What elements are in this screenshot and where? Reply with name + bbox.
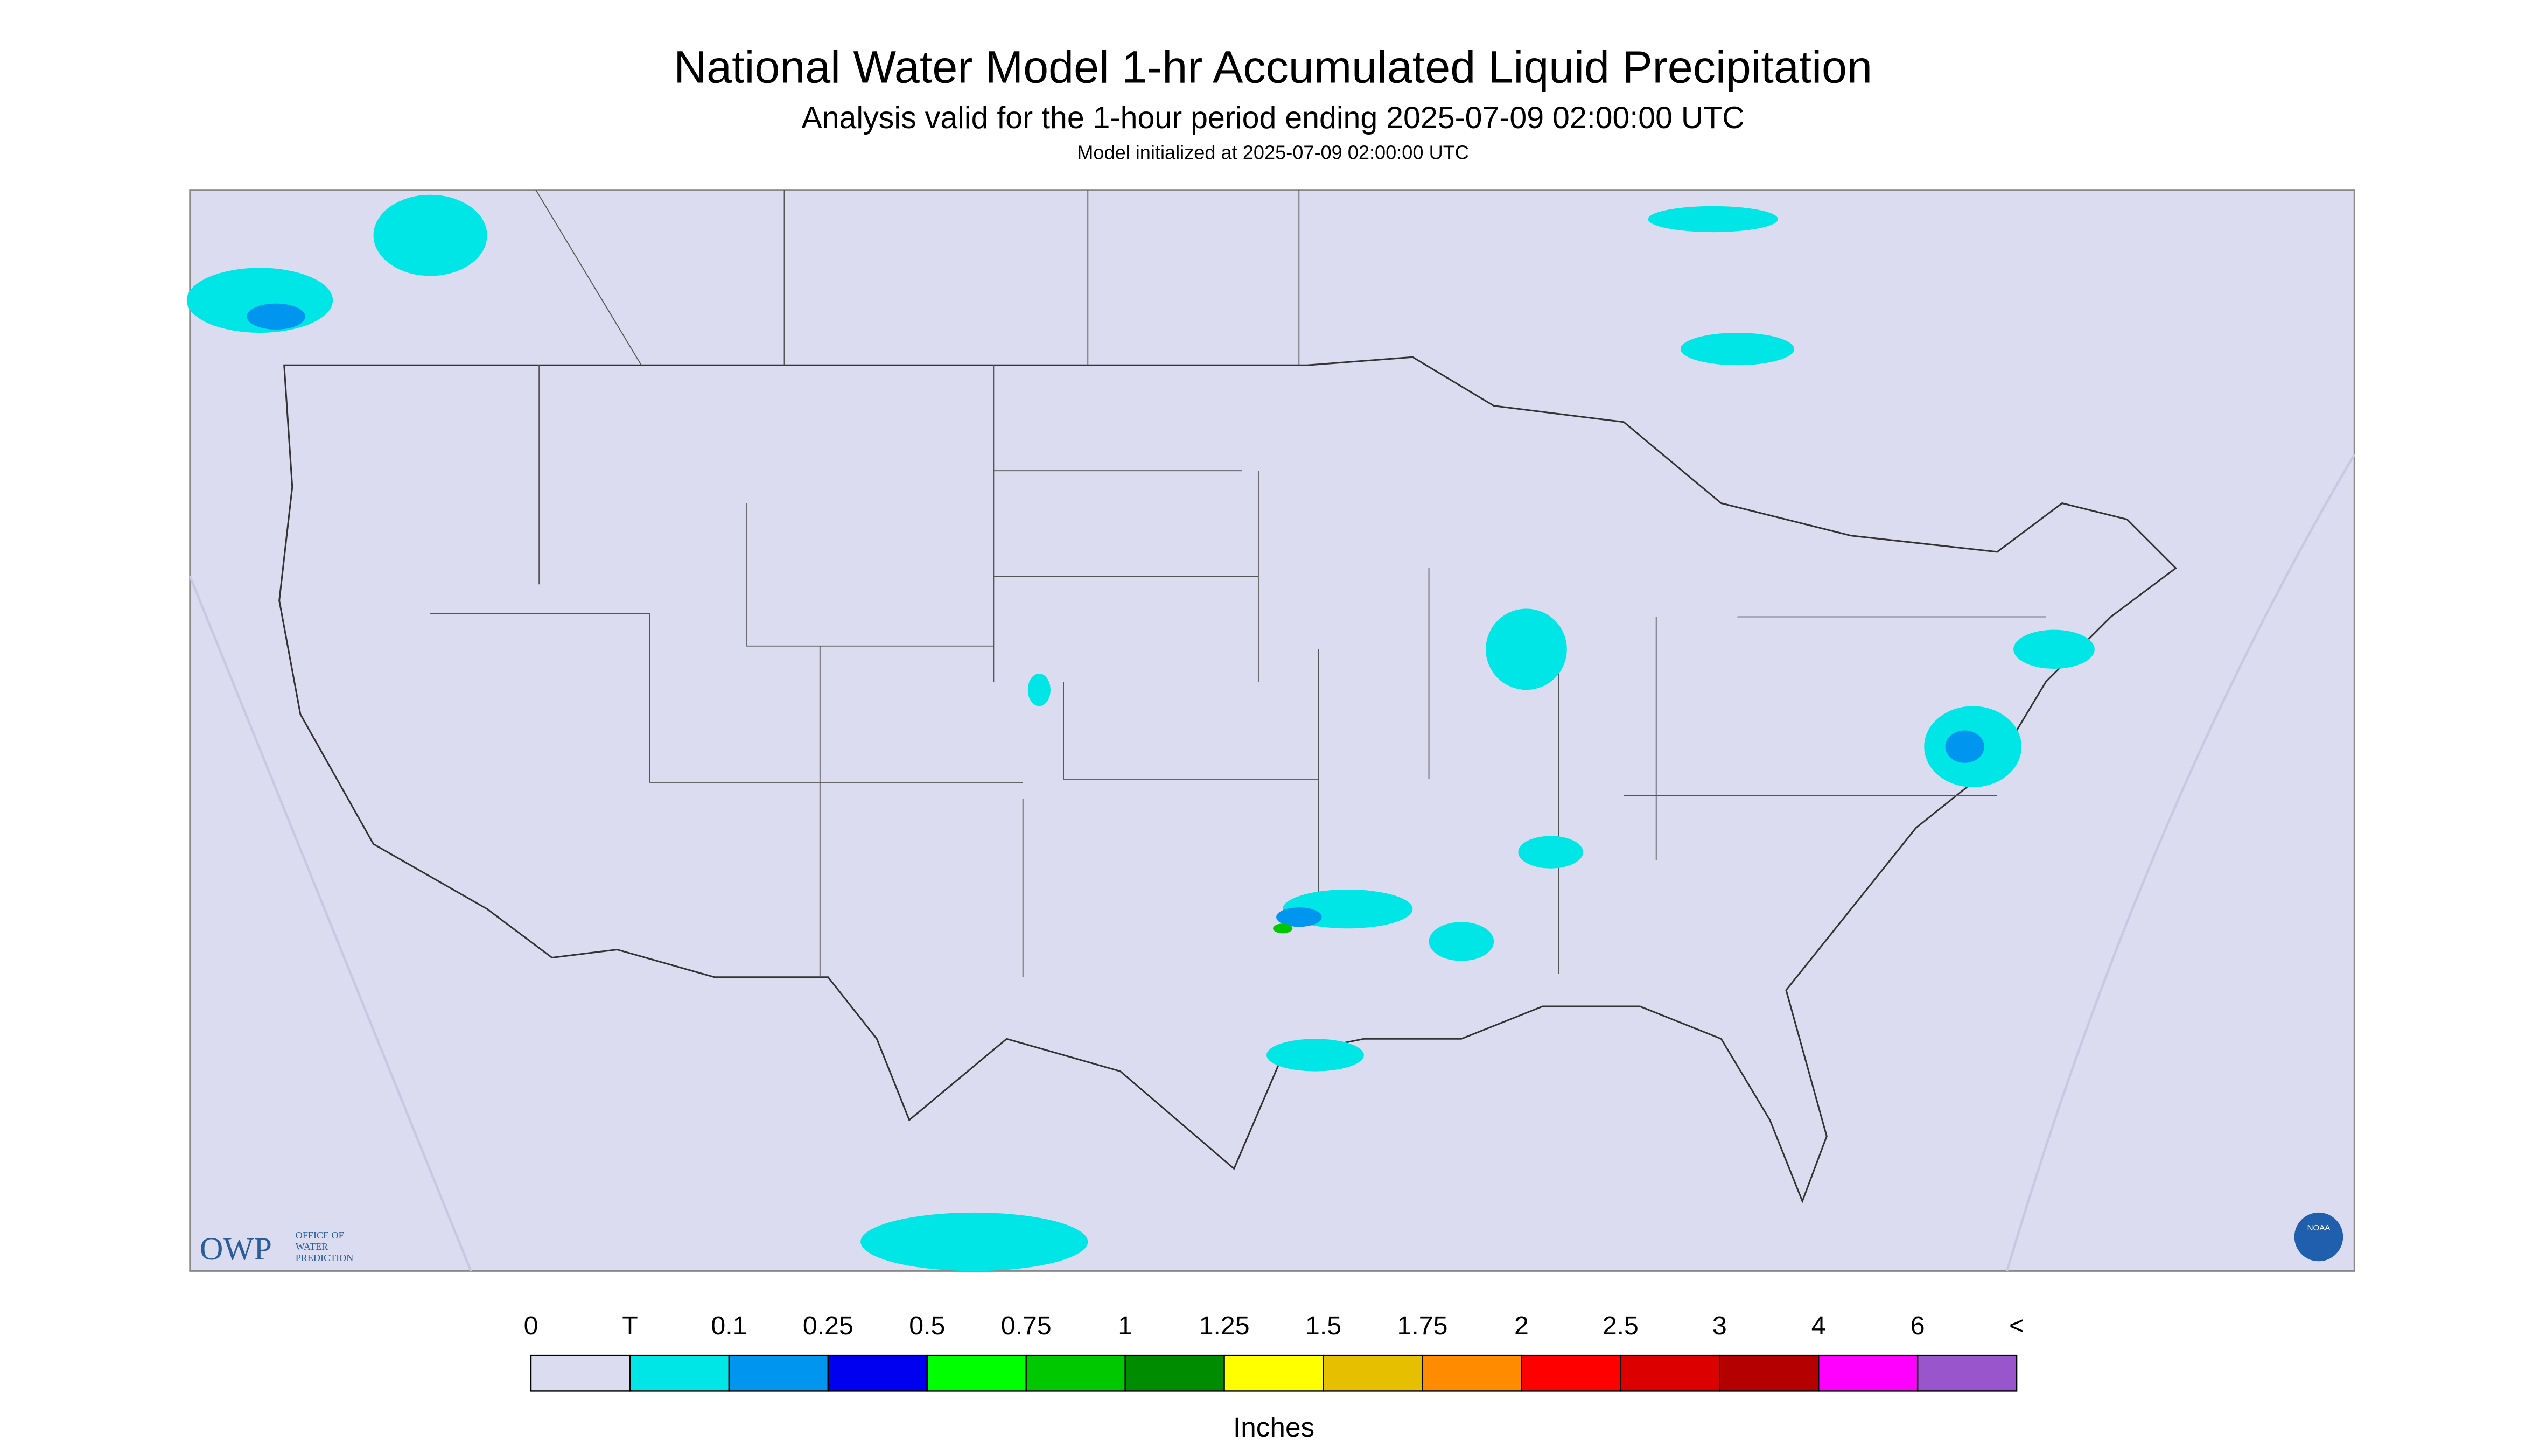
subtitle: Analysis valid for the 1-hour period end… [802,101,1745,135]
legend-label: 0.1 [711,1311,747,1340]
logo-line: PREDICTION [296,1252,353,1263]
legend-swatch [1620,1354,1720,1392]
legend-units: Inches [1233,1412,1314,1443]
legend-swatch [1719,1354,1820,1392]
legend-swatch [1916,1354,2018,1392]
logo-line: OFFICE OF [296,1230,344,1241]
note: Model initialized at 2025-07-09 02:00:00… [1077,141,1469,163]
legend-swatch [530,1354,631,1392]
legend-label: 1.5 [1305,1311,1341,1340]
legend-label: 1.75 [1397,1311,1448,1340]
legend-swatch [926,1354,1027,1392]
legend-label: 1.25 [1199,1311,1250,1340]
legend-label: 0.25 [803,1311,853,1340]
legend-swatch [1521,1354,1621,1392]
legend-swatch [1223,1354,1324,1392]
map: OWP OFFICE OF WATER PREDICTION NOAA [186,189,2356,1272]
legend-swatch [1818,1354,1919,1392]
us-outline [278,356,2177,1203]
legend-label: 0.75 [1001,1311,1052,1340]
noaa-text: NOAA [2307,1223,2331,1233]
legend-swatch [1422,1354,1522,1392]
legend-label: 0 [524,1311,538,1340]
legend-swatch [728,1354,829,1392]
precip [186,194,2095,1271]
legend-label: 4 [1811,1311,1826,1340]
legend-label: 2 [1514,1311,1529,1340]
legend-label: 0.5 [909,1311,945,1340]
legend-label: 2.5 [1603,1311,1639,1340]
state-lines [430,190,2046,977]
legend-swatch [827,1354,928,1392]
title: National Water Model 1-hr Accumulated Li… [674,42,1872,93]
map-frame [189,189,2355,1272]
noaa-badge [2294,1212,2343,1262]
domain-edge [188,453,2356,1272]
legend-label: 3 [1712,1311,1727,1340]
legend-swatch [1323,1354,1423,1392]
legend-swatch [1025,1354,1126,1392]
legend-swatch [629,1354,730,1392]
logo-owp: OWP [200,1231,272,1267]
legend-label: < [2009,1311,2024,1340]
legend-label: T [622,1311,638,1340]
legend-label: 1 [1118,1311,1132,1340]
legend: 0 T 0.1 0.25 0.5 0.75 1 1.25 1.5 1.75 2 2.5 3 4 6 < Inch… [524,1311,2025,1443]
legend-swatch [1124,1354,1225,1392]
logo-line: WATER [296,1241,328,1252]
legend-label: 6 [1911,1311,1925,1340]
